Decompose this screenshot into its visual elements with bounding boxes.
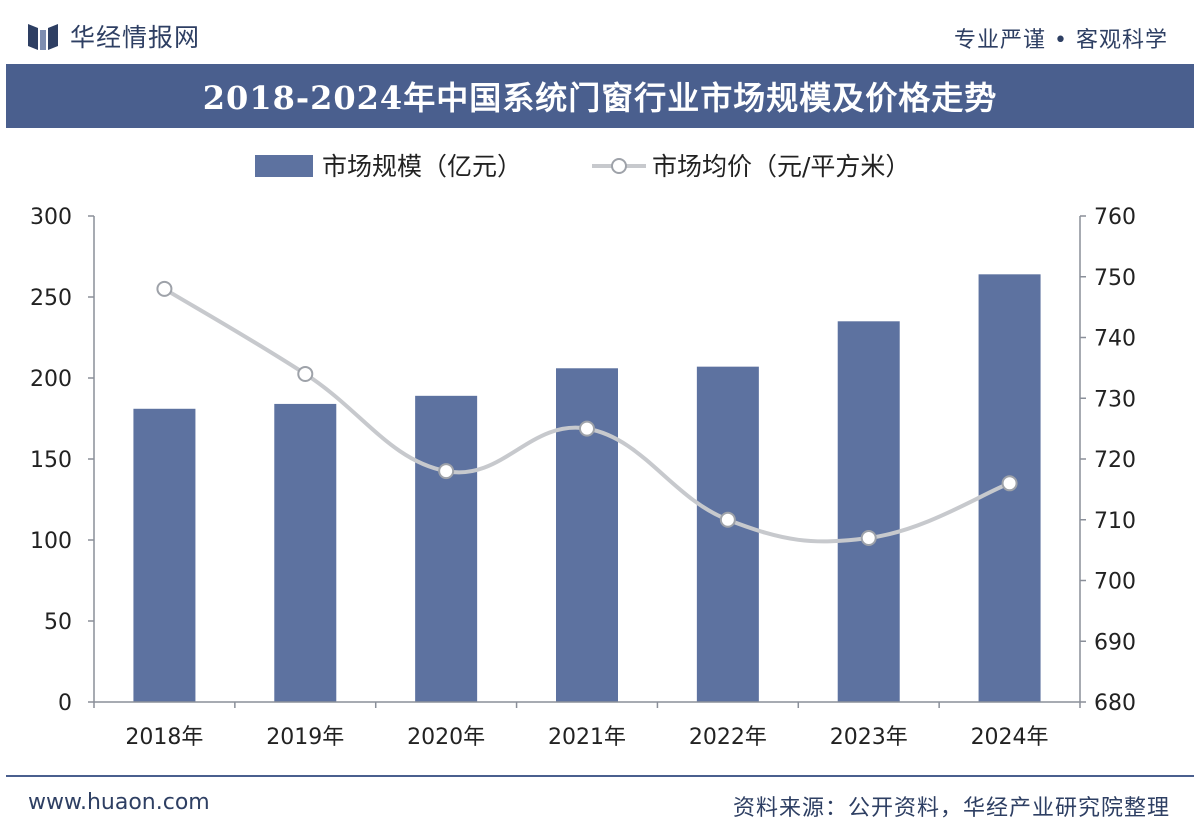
right-tick-label: 750	[1094, 266, 1136, 291]
chart: 市场规模（亿元） 市场均价（元/平方米） 0 50 100 150 200 250 300 68…	[30, 152, 1136, 750]
x-tick-label: 2018年	[125, 725, 203, 750]
x-tick-label: 2024年	[971, 725, 1049, 750]
bar-2020年	[415, 395, 478, 702]
price-point-2024年	[1001, 475, 1018, 492]
left-tick-label: 300	[30, 205, 72, 230]
bars	[133, 274, 1041, 702]
x-tick-label: 2022年	[689, 725, 767, 750]
footer-divider	[6, 775, 1194, 777]
right-tick-label: 700	[1094, 570, 1136, 595]
legend-bar-label: 市场规模（亿元）	[322, 152, 522, 181]
price-point-2018年	[156, 280, 173, 297]
right-tick-label: 690	[1094, 630, 1136, 655]
right-tick-label: 760	[1094, 205, 1136, 230]
price-point-2020年	[438, 463, 455, 480]
legend-line-label: 市场均价（元/平方米）	[652, 152, 910, 181]
logo: 华经情报网	[28, 18, 200, 54]
header: 华经情报网 专业严谨 • 客观科学	[0, 0, 1200, 64]
left-tick-label: 150	[30, 448, 72, 473]
source-note: 资料来源：公开资料，华经产业研究院整理	[732, 796, 1170, 821]
bar-2023年	[837, 321, 900, 702]
price-point-2021年	[579, 420, 595, 437]
legend-line-marker	[611, 158, 627, 174]
website-link[interactable]: www.huaon.com	[28, 790, 210, 815]
axes: 0 50 100 150 200 250 300 680 690 700 710 720 730 740 7…	[30, 205, 1136, 750]
left-tick-label: 100	[30, 529, 72, 554]
right-tick-label: 730	[1094, 387, 1136, 412]
bar-2022年	[696, 366, 759, 702]
right-tick-label: 710	[1094, 509, 1136, 534]
line-series	[156, 280, 1018, 546]
price-point-2023年	[860, 529, 877, 546]
title-bar: 2018-2024年中国系统门窗行业市场规模及价格走势	[6, 64, 1194, 128]
x-tick-label: 2023年	[830, 725, 908, 750]
x-tick-label: 2019年	[266, 725, 344, 750]
right-tick-label: 720	[1094, 448, 1136, 473]
x-tick-label: 2020年	[407, 725, 485, 750]
tagline: 专业严谨 • 客观科学	[954, 28, 1168, 53]
brand-name: 华经情报网	[70, 23, 201, 52]
bar-2018年	[133, 408, 196, 702]
price-point-2022年	[719, 511, 736, 528]
right-tick-label: 740	[1094, 327, 1136, 352]
left-tick-label: 250	[30, 286, 72, 311]
bar-2021年	[556, 368, 618, 702]
left-tick-label: 0	[58, 691, 72, 716]
x-tick-label: 2021年	[548, 725, 626, 750]
left-tick-label: 200	[30, 367, 72, 392]
bar-2019年	[274, 403, 337, 702]
right-tick-label: 680	[1094, 691, 1136, 716]
chart-title: 2018-2024年中国系统门窗行业市场规模及价格走势	[202, 79, 998, 117]
left-tick-label: 50	[44, 610, 72, 635]
price-point-2019年	[297, 365, 314, 382]
legend: 市场规模（亿元） 市场均价（元/平方米）	[255, 152, 910, 181]
legend-bar-swatch	[255, 155, 313, 177]
logo-icon	[28, 24, 58, 50]
